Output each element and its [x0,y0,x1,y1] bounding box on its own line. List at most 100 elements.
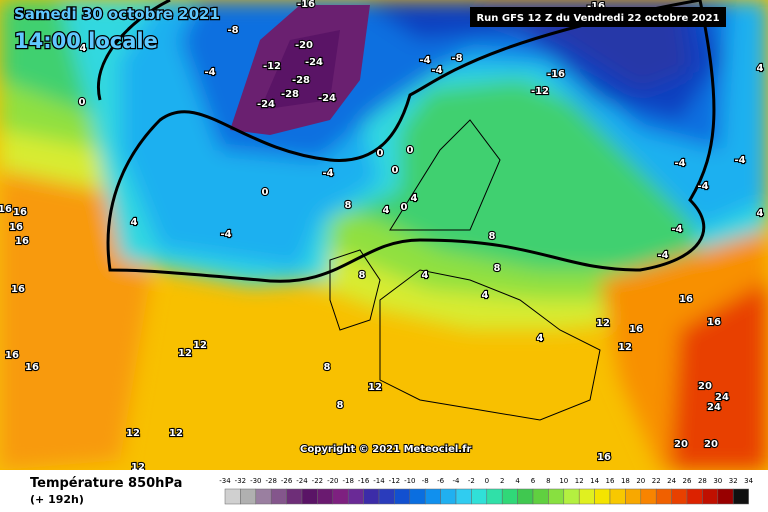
legend-swatch [270,488,287,505]
contour-label: -8 [227,25,238,36]
contour-label: -20 [295,40,313,51]
contour-label: 4 [411,193,418,204]
contour-label: 0 [262,187,269,198]
contour-label: 4 [131,217,138,228]
legend-swatch [686,488,703,505]
footer-title: Température 850hPa [30,476,182,491]
legend-tick-label: -30 [250,477,261,485]
legend-tick-label: 24 [667,477,676,485]
contour-label: 4 [757,208,764,219]
contour-label: 8 [324,362,331,373]
contour-label: 24 [707,402,721,413]
legend-swatch [486,488,503,505]
contour-label: -4 [419,55,430,66]
legend-swatch [255,488,272,505]
copyright: Copyright © 2021 Meteociel.fr [300,444,471,455]
contour-label: -12 [531,86,549,97]
legend-tick-label: -34 [219,477,231,485]
legend-tick-label: -14 [373,477,385,485]
legend-tick-label: -20 [327,477,338,485]
legend-swatch [609,488,626,505]
legend-swatch [240,488,257,505]
legend-swatch [563,488,580,505]
legend-swatch [440,488,457,505]
footer-lead: (+ 192h) [30,493,84,506]
legend-tick-label: -26 [281,477,293,485]
legend-swatch [717,488,734,505]
contour-label: 4 [757,63,764,74]
contour-label: 4 [422,270,429,281]
legend-swatch [732,488,749,505]
contour-label: 0 [377,148,384,159]
contour-label: 12 [169,428,183,439]
legend-swatch [655,488,672,505]
legend-swatch [702,488,719,505]
contour-labels: -8-4-12-20-24-28-24-28 -24-16 -16-8-4-4 -16… [0,0,765,474]
legend-tick-label: 8 [546,477,550,485]
contour-label: -28 [292,75,310,86]
temperature-field [0,0,768,470]
contour-label: 16 [597,452,611,463]
legend-swatch [671,488,688,505]
legend-swatch [409,488,426,505]
legend-swatch [363,488,380,505]
contour-label: 8 [337,400,344,411]
contour-label: -4 [697,181,708,192]
legend-tick-label: 16 [606,477,615,485]
contour-label: -4 [431,65,442,76]
forecast-time: 14:00 locale [14,29,158,53]
contour-label: 0 [401,202,408,213]
contour-label: -24 [318,93,336,104]
legend-tick-label: 2 [500,477,504,485]
legend-tick-label: 30 [713,477,722,485]
contour-label: 20 [698,381,712,392]
legend-swatch [394,488,411,505]
contour-label: -24 [305,57,323,68]
contour-label: -4 [671,224,682,235]
contour-label: 12 [178,348,192,359]
legend-swatch [517,488,534,505]
legend-swatch [625,488,642,505]
contour-label: 12 [596,318,610,329]
legend-tick-label: 14 [590,477,599,485]
contour-label: -28 [281,89,299,100]
contour-label: 4 [482,290,489,301]
contour-label: 12 [126,428,140,439]
contour-label: 16 [13,207,27,218]
legend-swatch [548,488,565,505]
contour-label: -4 [734,155,745,166]
legend-tick-label: 6 [531,477,536,485]
legend-swatch [347,488,364,505]
color-legend: -34 -32 -30 -28 -26 -24 -22 -20 -18 -16 -14 -12 -10-… [219,477,754,505]
contour-label: -4 [220,229,231,240]
legend-tick-label: -12 [389,477,400,485]
contour-label: 8 [494,263,501,274]
contour-label: 0 [392,165,399,176]
legend-swatch [594,488,611,505]
run-box [470,7,726,27]
legend-tick-label: 10 [559,477,568,485]
legend-tick-label: 34 [744,477,753,485]
contour-label: -4 [322,168,333,179]
legend-swatch [455,488,472,505]
legend-tick-label: 20 [636,477,645,485]
contour-label: 8 [345,200,352,211]
contour-label: 16 [25,362,39,373]
contour-label: -16 [297,0,315,10]
legend-swatch [640,488,657,505]
legend-swatch [501,488,518,505]
run-info: Run GFS 12 Z du Vendredi 22 octobre 2021 [476,13,719,24]
contour-label: 12 [368,382,382,393]
contour-label: 0 [79,97,86,108]
legend-tick-label: 28 [698,477,707,485]
legend-tick-label: -24 [296,477,308,485]
contour-label: 4 [537,333,544,344]
contour-label: 16 [679,294,693,305]
contour-label: -12 [263,61,281,72]
contour-label: 16 [11,284,25,295]
legend-swatch [224,488,241,505]
legend-tick-label: -32 [235,477,246,485]
contour-label: -4 [204,67,215,78]
contour-label: 20 [704,439,718,450]
